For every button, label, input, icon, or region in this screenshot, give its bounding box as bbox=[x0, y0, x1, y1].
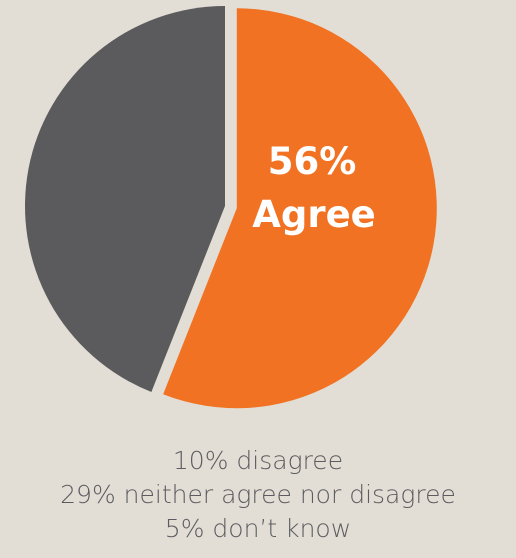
pie-chart: 56% Agree bbox=[24, 6, 437, 409]
pie-slice-other bbox=[24, 6, 225, 392]
note-disagree: 10% disagree bbox=[172, 446, 344, 475]
agree-percent-label: 56% bbox=[268, 140, 357, 183]
pie-slices bbox=[24, 6, 437, 409]
note-neither: 29% neither agree nor disagree bbox=[60, 480, 456, 509]
agree-text-label: Agree bbox=[252, 193, 376, 236]
note-dont-know: 5% don’t know bbox=[164, 514, 352, 543]
other-responses-notes: 10% disagree 29% neither agree nor disag… bbox=[0, 444, 516, 546]
pie-slice-agree bbox=[163, 8, 437, 409]
